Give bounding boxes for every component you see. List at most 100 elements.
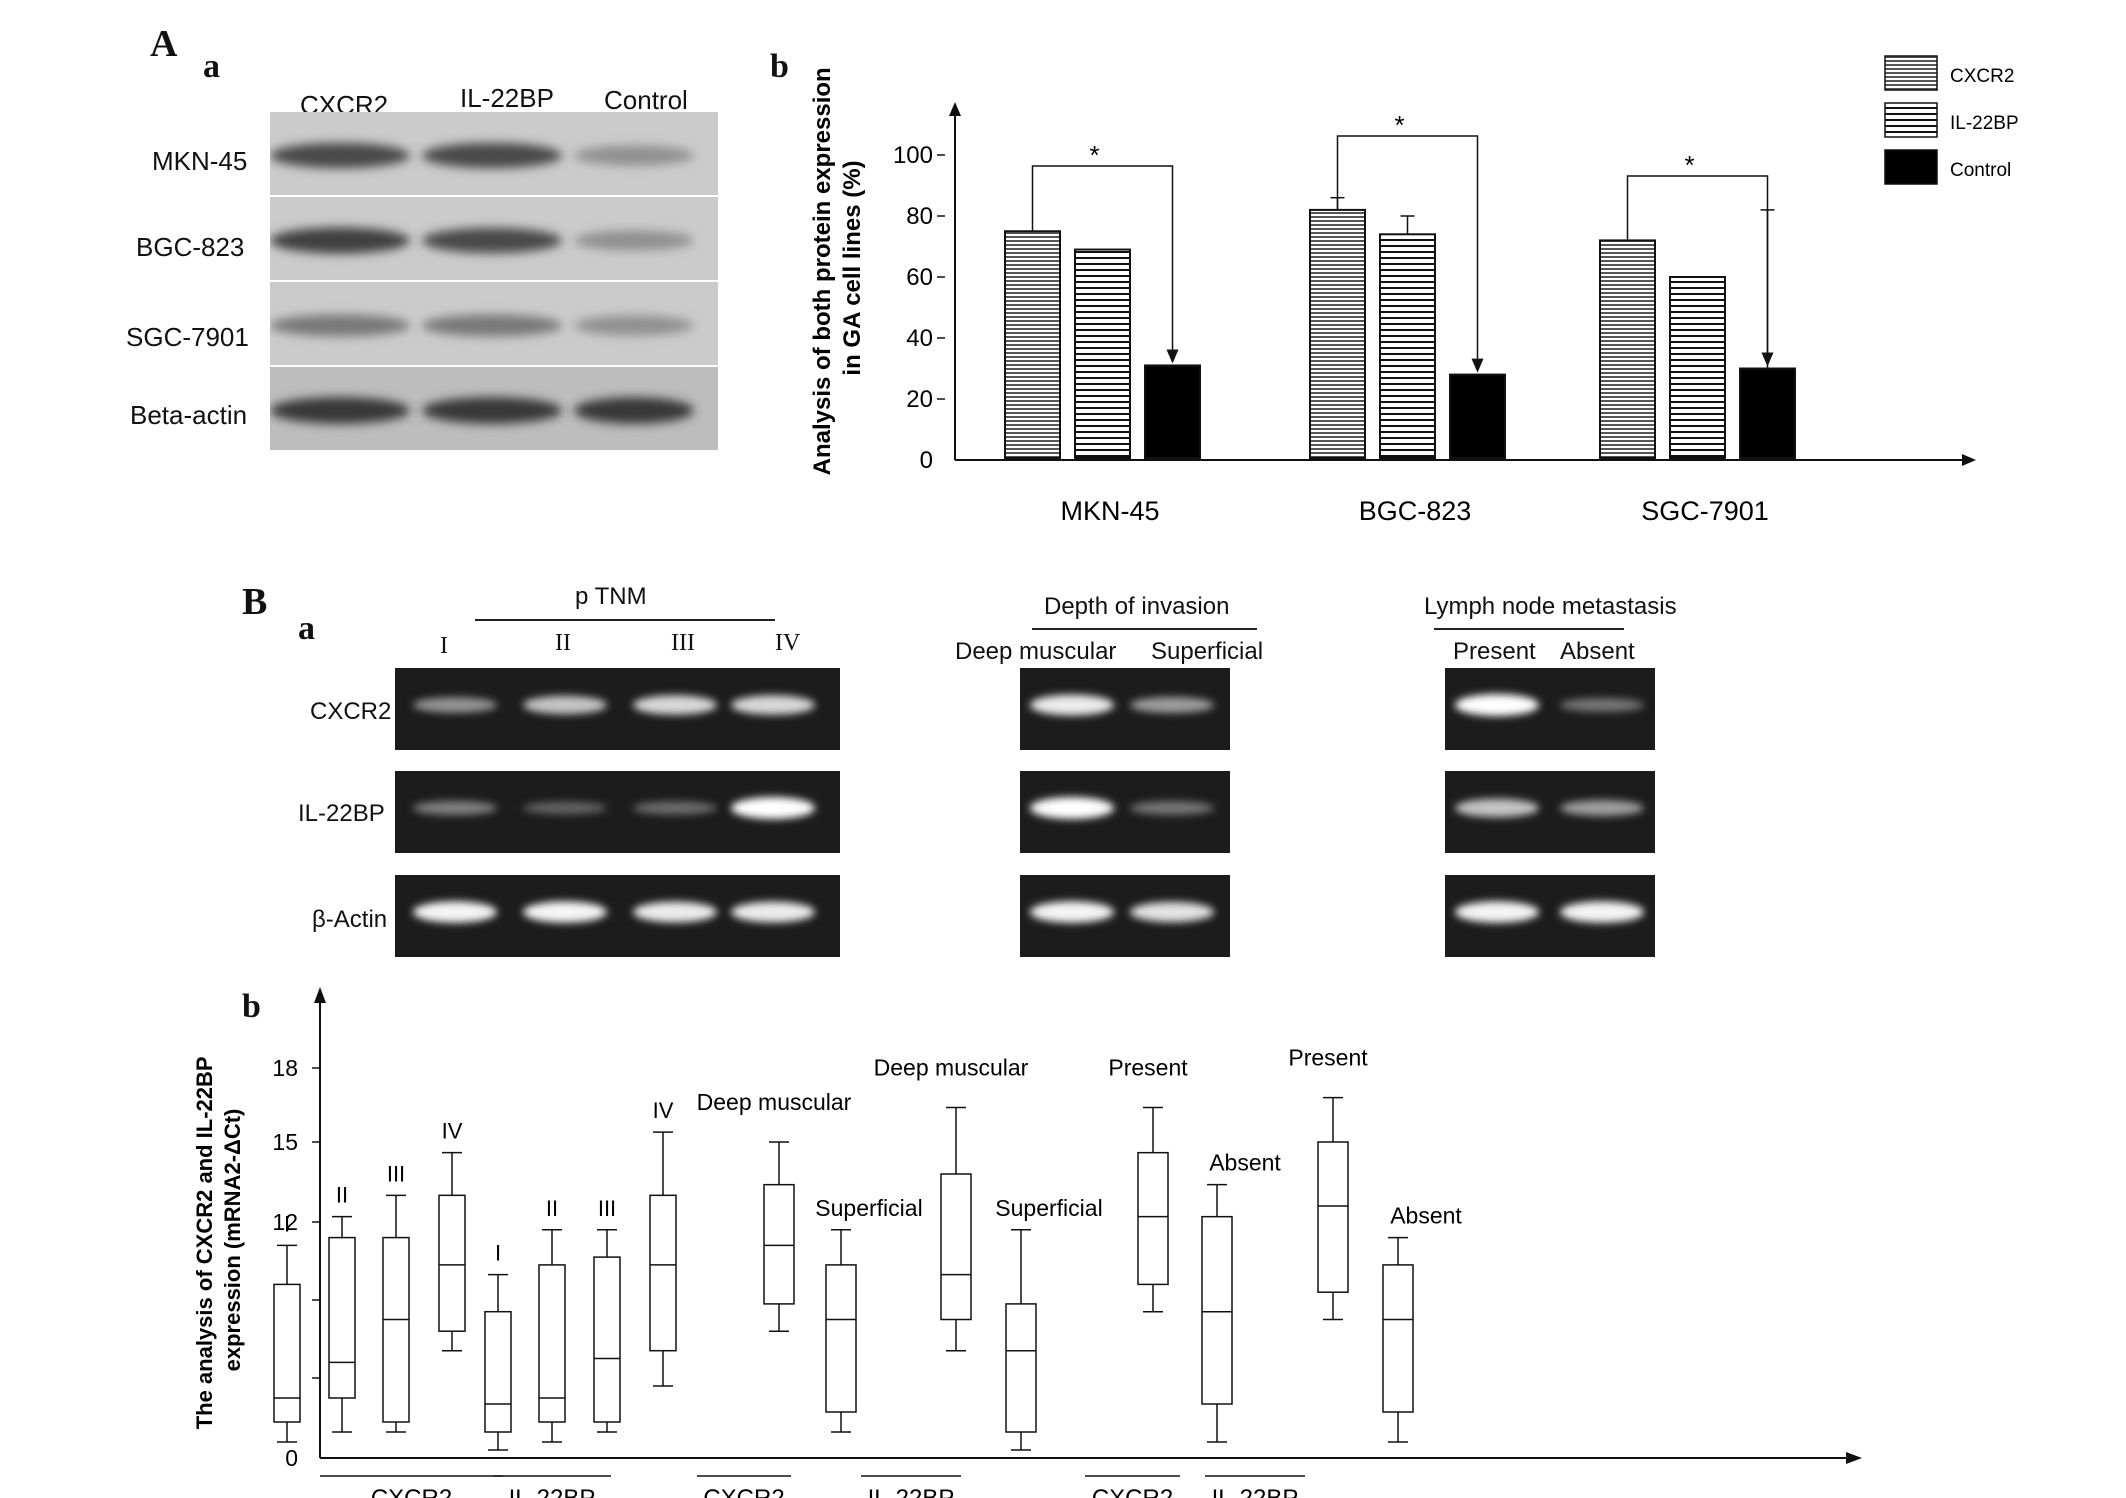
gel-band [1455, 694, 1539, 716]
gel-col-label: Absent [1560, 638, 1635, 665]
gel-band [413, 800, 497, 816]
box-label: IV [442, 1119, 463, 1144]
box-iqr [593, 1256, 621, 1423]
box-label: III [387, 1161, 405, 1186]
group-label: CXCR2 [1092, 1485, 1173, 1498]
bar-y-tick-label: 60 [906, 264, 933, 291]
gel-col-label: Deep muscular [955, 638, 1117, 665]
box-y-axis-label: The analysis of CXCR2 and IL-22BP expres… [192, 1051, 245, 1430]
legend-swatch [1884, 102, 1938, 138]
significance-star: * [1684, 150, 1694, 180]
blot-row-label: BGC-823 [136, 232, 245, 262]
gel-col-label: IV [775, 630, 801, 656]
legend-label: IL-22BP [1950, 113, 2019, 134]
gel-band [633, 695, 717, 715]
box-iqr [273, 1283, 301, 1423]
blot-band [574, 145, 694, 166]
significance-arrow [1471, 358, 1484, 373]
bar-cxcr2 [1309, 208, 1366, 459]
gel-group-title: Lymph node metastasis [1424, 593, 1677, 620]
gel-band [1030, 797, 1114, 819]
box-y-tick-label: 18 [272, 1055, 298, 1081]
gel-band [1030, 694, 1114, 716]
box-iqr [1382, 1264, 1414, 1413]
significance-arrow [1761, 352, 1774, 367]
blot-row-label: MKN-45 [152, 146, 248, 176]
bar-y-tick-label: 20 [906, 386, 933, 413]
legend-label: Control [1950, 160, 2011, 181]
box-label: Absent [1209, 1150, 1281, 1176]
gel-band [1455, 901, 1539, 923]
significance-star: * [1394, 110, 1404, 140]
box-iqr [538, 1264, 566, 1423]
bar-cxcr2 [1599, 239, 1656, 459]
box-iqr [649, 1194, 677, 1352]
blot-band [270, 142, 410, 169]
box-label: IV [653, 1098, 674, 1123]
gel-band [1130, 801, 1214, 815]
box-iqr [825, 1264, 857, 1413]
bar-x-tick-label: BGC-823 [1359, 496, 1472, 526]
gel-group-rule [1032, 628, 1257, 630]
significance-bracket [1336, 135, 1479, 363]
box-label: Deep muscular [697, 1089, 852, 1115]
gel-band [413, 901, 497, 923]
box-label: Deep muscular [874, 1054, 1029, 1080]
bar-y-axis-label: Analysis of both protein expression in G… [809, 61, 866, 476]
bar-cxcr2 [1004, 230, 1061, 459]
gel-band [1455, 798, 1539, 818]
blot-col-label: IL-22BP [460, 83, 554, 113]
bar-x-axis-arrow [1962, 454, 1976, 466]
gel-group-rule [1434, 628, 1624, 630]
box-iqr [382, 1236, 410, 1423]
panel-a-sub-a: a [203, 48, 220, 85]
gel-col-label: III [671, 630, 695, 656]
group-label: IL-22BP [509, 1485, 596, 1498]
bar-control [1449, 373, 1506, 460]
gel-col-label: Superficial [1151, 638, 1264, 665]
blot-band [270, 314, 410, 337]
blot-band [270, 227, 410, 254]
panel-b-letter: B [242, 581, 268, 623]
gel-band [523, 695, 607, 715]
significance-bracket [1031, 165, 1174, 354]
box-iqr [484, 1310, 512, 1433]
bar-control [1739, 367, 1796, 459]
bar-y-tick-label: 0 [920, 447, 933, 474]
bar-y-tick-label: 100 [893, 142, 933, 169]
box-label: III [598, 1196, 616, 1221]
legend-label: CXCR2 [1950, 66, 2014, 87]
box-iqr [1137, 1151, 1169, 1286]
group-label: CXCR2 [703, 1485, 784, 1498]
pcr-gel-images [395, 668, 1655, 957]
bar-il-22bp [1074, 248, 1131, 459]
blot-band [574, 315, 694, 336]
box-iqr [1201, 1215, 1233, 1405]
gel-group-rule [475, 619, 775, 621]
box-label: II [336, 1183, 348, 1208]
box-iqr [940, 1173, 972, 1321]
gel-band [413, 697, 497, 713]
panel-b-sub-b: b [242, 988, 261, 1025]
significance-arrow [1166, 349, 1179, 364]
gel-band [523, 801, 607, 815]
box-iqr [438, 1194, 466, 1332]
panel-a-letter: A [150, 23, 178, 65]
box-iqr [328, 1236, 356, 1399]
gel-row-label: CXCR2 [310, 698, 392, 725]
blot-row-label: Beta-actin [130, 400, 248, 430]
bar-y-tick-label: 40 [906, 325, 933, 352]
significance-bracket [1626, 175, 1769, 357]
blot-band [422, 227, 562, 254]
box-y-tick-label: 15 [272, 1129, 298, 1155]
group-label: IL-22BP [1212, 1485, 1299, 1498]
bar-il-22bp [1379, 233, 1436, 459]
box-iqr [1005, 1303, 1037, 1433]
gel-group-title: Depth of invasion [1044, 593, 1230, 620]
gel-col-label: Present [1453, 638, 1536, 665]
box-label: Superficial [995, 1195, 1102, 1221]
gel-band [1130, 697, 1214, 713]
blot-band [574, 397, 694, 424]
legend-swatch [1884, 149, 1938, 185]
gel-band [1560, 800, 1644, 816]
